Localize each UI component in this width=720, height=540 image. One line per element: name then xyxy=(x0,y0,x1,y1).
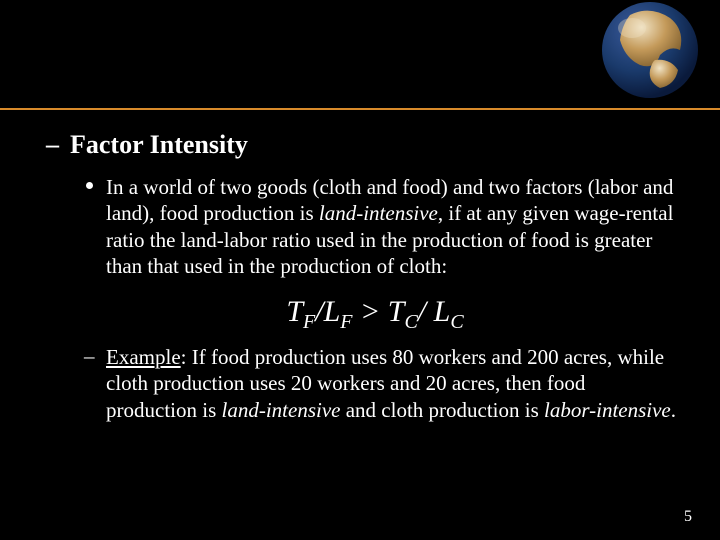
formula: TF/LF > TC/ LC xyxy=(70,295,680,334)
page-number: 5 xyxy=(684,508,692,526)
formula-slash2: / xyxy=(418,295,426,328)
globe-icon xyxy=(600,0,700,100)
example-dash: – xyxy=(84,344,95,369)
formula-L1: L xyxy=(324,295,341,328)
slide-header xyxy=(0,0,720,108)
body-paragraph-block: In a world of two goods (cloth and food)… xyxy=(106,174,680,279)
heading-dash: – xyxy=(46,130,59,160)
slide-content: – Factor Intensity In a world of two goo… xyxy=(70,130,680,423)
example-colon: : xyxy=(181,345,192,369)
heading-text: Factor Intensity xyxy=(70,130,248,159)
formula-T1: T xyxy=(286,295,303,328)
heading: – Factor Intensity xyxy=(70,130,680,160)
body-paragraph: In a world of two goods (cloth and food)… xyxy=(106,174,680,279)
formula-T2: T xyxy=(388,295,405,328)
formula-L2: L xyxy=(434,295,451,328)
example-post: . xyxy=(671,398,676,422)
formula-slash1: / xyxy=(315,295,323,328)
header-rule xyxy=(0,108,720,110)
example-paragraph: Example: If food production uses 80 work… xyxy=(106,344,680,423)
bullet-icon xyxy=(86,182,93,189)
formula-gt: > xyxy=(353,295,388,328)
example-block: – Example: If food production uses 80 wo… xyxy=(106,344,680,423)
example-emph-land: land-intensive xyxy=(222,398,341,422)
formula-sub-C2: C xyxy=(450,311,463,333)
formula-sub-F1: F xyxy=(303,311,315,333)
example-label: Example xyxy=(106,345,181,369)
example-emph-labor: labor-intensive xyxy=(544,398,671,422)
example-mid: and cloth production is xyxy=(340,398,544,422)
formula-sub-C1: C xyxy=(404,311,417,333)
para-emph-land-intensive: land-intensive xyxy=(319,201,438,225)
formula-sub-F2: F xyxy=(340,311,352,333)
